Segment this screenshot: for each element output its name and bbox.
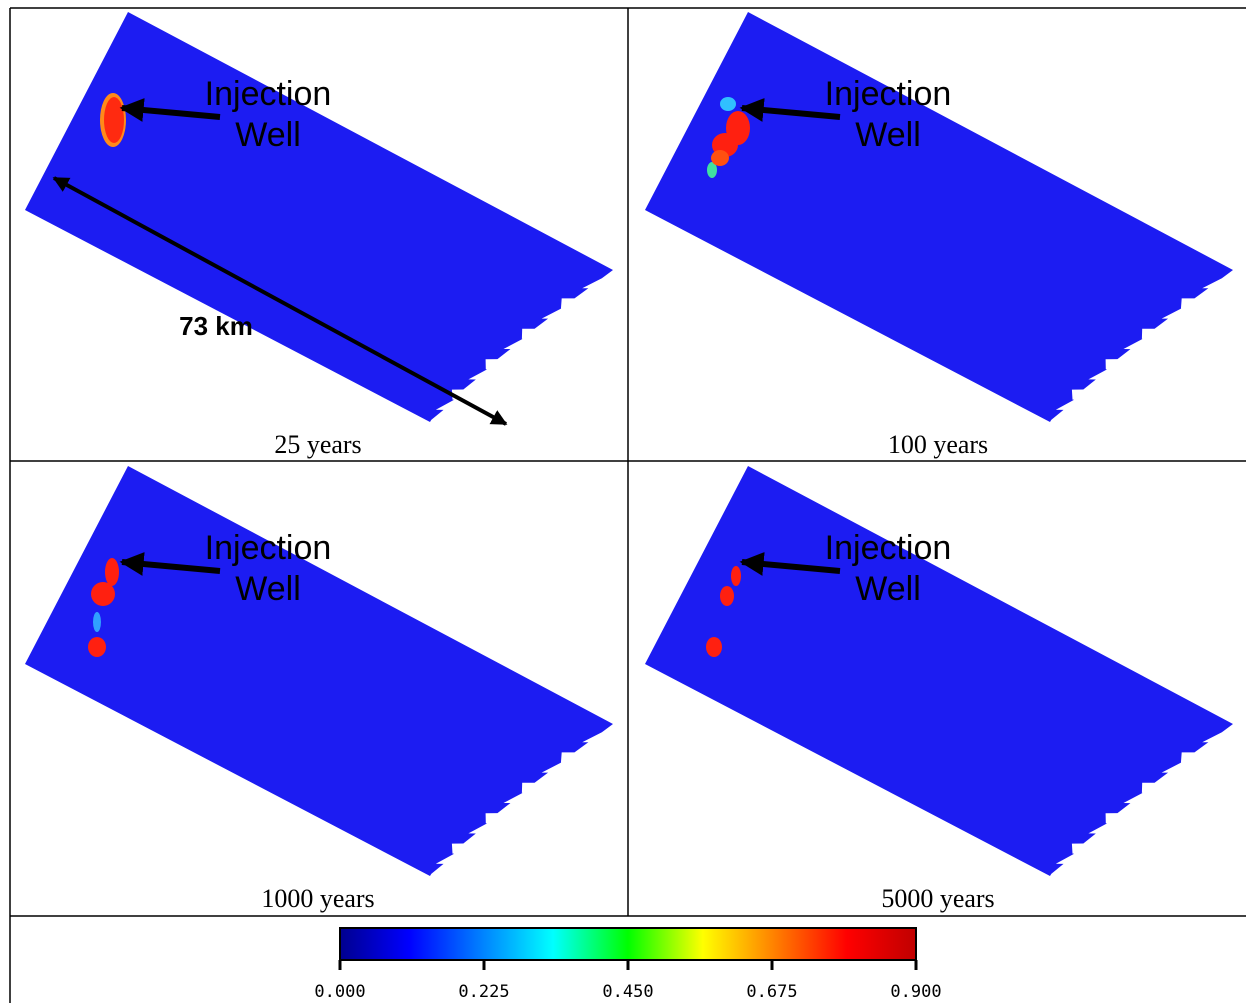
annotation: Injection [205, 529, 332, 567]
plume [91, 582, 115, 606]
annotation: Well [235, 570, 301, 608]
distance-label: 73 km [179, 311, 253, 341]
colorbar-tick-label: 0.900 [890, 982, 941, 1002]
plume [104, 97, 124, 143]
domain [25, 466, 613, 876]
well-arrow [739, 98, 841, 122]
well-arrow [119, 98, 221, 122]
annotation: Injection [825, 529, 952, 567]
annotation: Well [855, 116, 921, 154]
colorbar-tick-label: 0.450 [602, 982, 653, 1002]
colorbar-tick-label: 0.000 [314, 982, 365, 1002]
annotation: Injection [825, 75, 952, 113]
colorbar-tick-label: 0.225 [458, 982, 509, 1002]
plume [93, 612, 101, 632]
colorbar [339, 927, 917, 961]
plume [88, 637, 106, 657]
distance-arrow [52, 176, 508, 426]
plume [707, 162, 717, 178]
annotation: Injection [205, 75, 332, 113]
domain [645, 12, 1233, 422]
plume [105, 558, 119, 586]
table-lines [9, 7, 1246, 1003]
plume [711, 150, 729, 166]
plume [731, 566, 741, 586]
domain [25, 12, 613, 422]
domain [645, 466, 1233, 876]
well-arrow [739, 552, 841, 576]
plume [720, 97, 736, 111]
panel-label: 25 years [274, 430, 361, 459]
panel-label: 5000 years [881, 884, 994, 913]
panel-label: 100 years [888, 430, 988, 459]
colorbar-tick-label: 0.675 [746, 982, 797, 1002]
panel-label: 1000 years [261, 884, 374, 913]
plume [706, 637, 722, 657]
plume [720, 586, 734, 606]
annotation: Well [235, 116, 301, 154]
well-arrow [119, 552, 221, 576]
annotation: Well [855, 570, 921, 608]
